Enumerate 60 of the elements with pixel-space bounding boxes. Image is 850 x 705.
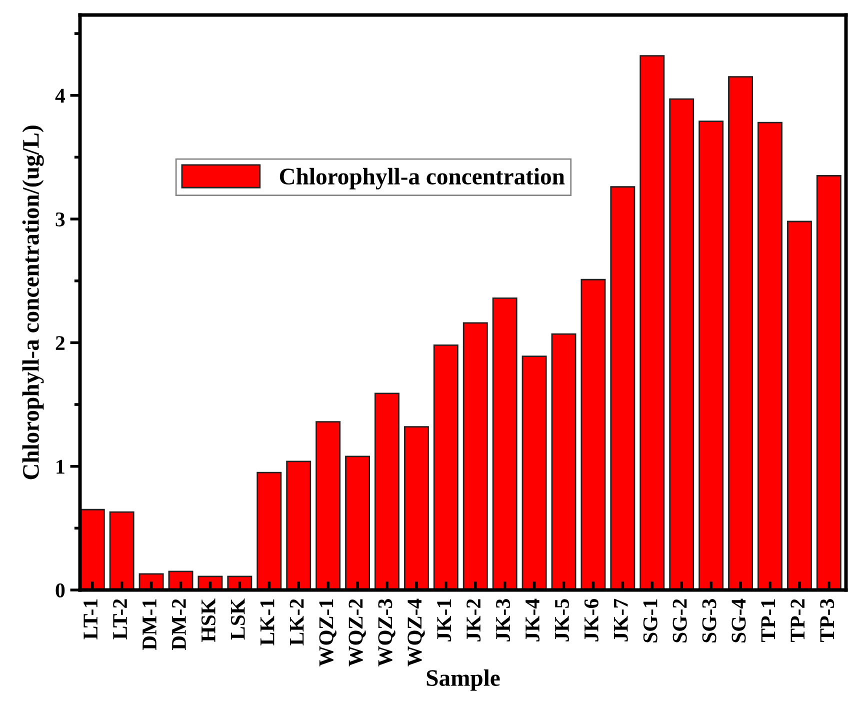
bar [227, 576, 252, 590]
y-tick-label: 4 [55, 88, 66, 103]
x-tick-label: WQZ-3 [378, 599, 396, 666]
bar [492, 297, 518, 590]
x-tick-label: LK-1 [260, 599, 274, 646]
bar [758, 122, 782, 590]
x-tick-label: LSK [230, 598, 245, 640]
bar [404, 426, 429, 590]
bar [551, 333, 576, 590]
x-tick-label: LT-1 [84, 599, 98, 640]
x-tick-label: WQZ-2 [348, 599, 366, 666]
x-tick-label: SG-1 [643, 599, 658, 642]
bar [580, 278, 606, 590]
x-tick-label: WQZ-1 [319, 599, 336, 666]
x-tick-label: WQZ-4 [408, 598, 425, 666]
bar [316, 421, 341, 590]
bar [198, 576, 223, 590]
bar [728, 76, 754, 590]
x-tick-label: JK-4 [526, 598, 540, 642]
x-tick-label: TP-2 [790, 599, 804, 642]
x-tick-label: JK-5 [555, 599, 569, 642]
x-tick-label: HSK [201, 598, 216, 642]
x-tick-label: LT-2 [113, 599, 127, 640]
bar [640, 55, 665, 590]
legend-label: Chlorophyll-a concentration [280, 168, 565, 190]
x-tick-label: JK-3 [496, 599, 510, 642]
x-tick-label: SG-4 [732, 598, 746, 642]
x-tick-label: JK-1 [437, 599, 452, 642]
bar [256, 472, 282, 590]
x-tick-label: DM-2 [172, 599, 186, 650]
bar [109, 511, 134, 590]
x-tick-label: SG-3 [702, 599, 716, 642]
bar [522, 356, 547, 590]
x-tick-label: JK-2 [466, 599, 481, 642]
y-tick-label: 3 [56, 212, 65, 226]
x-axis-title: Sample [426, 669, 500, 691]
bar [786, 220, 812, 590]
bar [816, 175, 842, 590]
bar [286, 460, 312, 590]
bar [610, 186, 636, 590]
x-tick-label: SG-2 [672, 599, 687, 642]
x-tick-label: LK-2 [290, 599, 304, 646]
x-tick-label: JK-7 [614, 598, 628, 642]
x-tick-label: TP-1 [761, 599, 775, 642]
y-tick-label: 2 [56, 336, 65, 350]
y-axis-title: Chlorophyll-a concentration/(ug/L) [22, 126, 44, 480]
bar [698, 120, 724, 590]
bar [345, 456, 370, 590]
bar [433, 344, 458, 590]
y-tick-label: 1 [56, 460, 64, 474]
bar [669, 98, 694, 590]
bar [80, 508, 105, 590]
x-tick-label: JK-6 [584, 598, 598, 642]
bar [138, 573, 164, 590]
x-tick-label: TP-3 [820, 599, 834, 642]
bar [168, 570, 194, 590]
x-tick-label: DM-1 [142, 599, 156, 650]
y-tick-label: 0 [56, 583, 65, 598]
bar [374, 392, 400, 590]
bar [462, 322, 488, 590]
